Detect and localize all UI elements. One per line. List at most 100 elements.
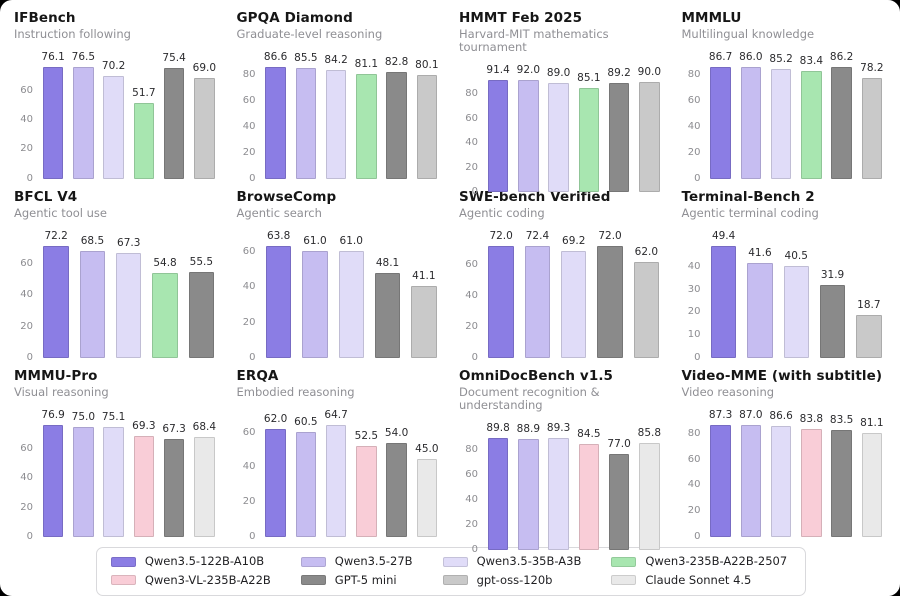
bar-value-label: 41.6 xyxy=(748,247,772,260)
chart-swe-bench-verified: SWE-bench Verified Agentic coding 0 20 40 60 7… xyxy=(457,183,668,362)
bar-column: 64.7 xyxy=(324,410,348,537)
y-tick-label: 40 xyxy=(20,289,33,301)
bar-column: 48.1 xyxy=(372,240,402,358)
bar-qwen3-5-122b-a10b xyxy=(265,66,286,179)
bar-column: 72.2 xyxy=(41,231,71,358)
bar-gpt-oss-120b xyxy=(411,285,437,358)
y-tick-label: 0 xyxy=(26,351,33,363)
bar-value-label: 31.9 xyxy=(820,269,845,282)
bar-column: 89.3 xyxy=(547,423,571,550)
chart-mmmlu: MMMLU Multilingual knowledge 0 20 40 60 80 86.7… xyxy=(680,4,891,183)
bar-value-label: 86.2 xyxy=(829,51,854,64)
y-tick-label: 20 xyxy=(20,501,33,513)
plot-area: 0 20 40 60 76.9 75.0 75.1 69.3 67.3 68.4 xyxy=(20,410,217,541)
legend-label: Qwen3.5-35B-A3B xyxy=(476,554,582,568)
bar-value-label: 85.5 xyxy=(294,52,318,65)
bar-qwen3-5-27b xyxy=(295,431,317,537)
bar-qwen3-vl-235b-a22b xyxy=(356,445,377,537)
bar-qwen3-5-122b-a10b xyxy=(487,437,509,550)
bar-value-label: 89.2 xyxy=(607,67,631,80)
plot-area: 0 20 40 60 63.8 61.0 61.0 48.1 41.1 xyxy=(243,231,440,362)
plot-area: 0 20 40 60 80 89.8 88.9 89.3 84.5 77.0 85.8 xyxy=(465,423,662,554)
y-tick-label: 0 xyxy=(694,172,701,184)
bar-column: 87.3 xyxy=(709,410,733,537)
y-tick-label: 60 xyxy=(242,94,256,106)
bar-value-label: 70.2 xyxy=(101,60,126,73)
bar-gpt-oss-120b xyxy=(416,74,438,179)
bar-value-label: 85.2 xyxy=(769,53,793,66)
bar-column: 75.0 xyxy=(71,412,95,537)
y-axis: 0 20 40 60 xyxy=(12,419,36,542)
bar-column: 85.5 xyxy=(294,53,318,179)
bar-claude-sonnet-4-5 xyxy=(416,458,438,537)
bar-column: 69.3 xyxy=(132,419,156,537)
bar-column: 86.2 xyxy=(830,52,854,179)
bar-value-label: 85.1 xyxy=(577,72,601,85)
bar-column: 63.8 xyxy=(264,231,294,358)
bar-value-label: 86.7 xyxy=(708,51,733,64)
chart-title: BrowseComp xyxy=(236,189,337,205)
bar-column: 84.5 xyxy=(577,429,601,550)
bar-value-label: 83.8 xyxy=(799,413,824,426)
bar-column: 85.8 xyxy=(637,428,661,550)
y-tick-label: 0 xyxy=(694,351,701,363)
chart-title: IFBench xyxy=(14,10,76,26)
plot-area: 0 20 40 60 80 86.6 85.5 84.2 81.1 82.8 80.1 xyxy=(243,52,440,183)
y-axis: 0 20 40 60 80 xyxy=(457,74,481,197)
bar-gpt-oss-120b xyxy=(639,81,660,192)
bar-value-label: 48.1 xyxy=(375,257,400,270)
plot-area: 0 20 40 60 62.0 60.5 64.7 52.5 54.0 45.0 xyxy=(243,410,440,541)
bars-group: 49.4 41.6 40.5 31.9 18.7 xyxy=(709,231,885,358)
legend-item-qwen3-235b-a22b-2507: Qwen3-235B-A22B-2507 xyxy=(611,555,787,568)
bar-qwen3-vl-235b-a22b xyxy=(801,428,822,537)
bar-qwen3-235b-a22b-2507 xyxy=(133,102,155,179)
chart-gpqa-diamond: GPQA Diamond Graduate-level reasoning 0 20 4… xyxy=(235,4,446,183)
chart-subtitle: Graduate-level reasoning xyxy=(236,26,383,41)
bar-qwen3-vl-235b-a22b xyxy=(133,435,155,537)
chart-bfcl-v4: BFCL V4 Agentic tool use 0 20 40 60 72.2 68.5 67… xyxy=(12,183,223,362)
chart-video-mme-with-subtitle: Video-MME (with subtitle) Video reasoning… xyxy=(680,362,891,541)
y-tick-label: 0 xyxy=(249,351,256,363)
bar-gpt-5-mini xyxy=(386,442,407,537)
chart-subtitle: Agentic coding xyxy=(459,205,545,220)
y-tick-label: 20 xyxy=(465,320,478,332)
bar-qwen3-5-122b-a10b xyxy=(42,66,64,179)
bar-claude-sonnet-4-5 xyxy=(861,432,883,537)
bar-qwen3-5-27b xyxy=(79,250,106,358)
bar-column: 89.2 xyxy=(607,68,631,192)
y-axis: 0 20 40 60 80 xyxy=(680,61,704,183)
y-tick-label: 60 xyxy=(242,426,256,438)
plot-area: 0 20 40 60 72.2 68.5 67.3 54.8 55.5 xyxy=(20,231,217,362)
bar-gpt-oss-120b xyxy=(861,77,883,179)
y-tick-label: 20 xyxy=(687,504,701,516)
y-tick-label: 0 xyxy=(26,530,33,542)
bar-qwen3-5-35b-a3b xyxy=(325,424,347,537)
bar-qwen3-235b-a22b-2507 xyxy=(578,87,600,192)
bar-gpt-oss-120b xyxy=(856,314,882,358)
chart-browsecomp: BrowseComp Agentic search 0 20 40 60 63.8 61.0 6… xyxy=(235,183,446,362)
bars-group: 72.2 68.5 67.3 54.8 55.5 xyxy=(41,231,217,358)
bar-value-label: 83.4 xyxy=(799,55,824,68)
y-tick-label: 40 xyxy=(20,472,33,484)
y-tick-label: 60 xyxy=(465,112,478,124)
bar-qwen3-5-27b xyxy=(73,66,94,179)
y-tick-label: 80 xyxy=(687,427,701,439)
y-tick-label: 0 xyxy=(249,172,256,184)
bar-qwen3-5-35b-a3b xyxy=(103,426,124,537)
bar-column: 51.7 xyxy=(132,61,156,179)
bar-column: 76.5 xyxy=(71,52,95,179)
bar-value-label: 68.4 xyxy=(192,421,217,434)
bar-qwen3-5-35b-a3b xyxy=(548,437,569,550)
bar-qwen3-235b-a22b-2507 xyxy=(356,73,377,179)
bars-group: 91.4 92.0 89.0 85.1 89.2 90.0 xyxy=(486,65,662,192)
bar-value-label: 41.1 xyxy=(412,270,436,283)
bar-value-label: 54.0 xyxy=(384,427,409,440)
bar-qwen3-5-27b xyxy=(295,67,317,179)
chart-title: SWE-bench Verified xyxy=(459,189,611,205)
y-tick-label: 20 xyxy=(20,320,33,332)
bar-column: 67.3 xyxy=(114,238,144,358)
bar-column: 52.5 xyxy=(354,419,378,537)
bar-qwen3-5-35b-a3b xyxy=(325,69,347,179)
y-tick-label: 40 xyxy=(687,120,701,132)
bar-qwen3-5-35b-a3b xyxy=(338,250,364,358)
